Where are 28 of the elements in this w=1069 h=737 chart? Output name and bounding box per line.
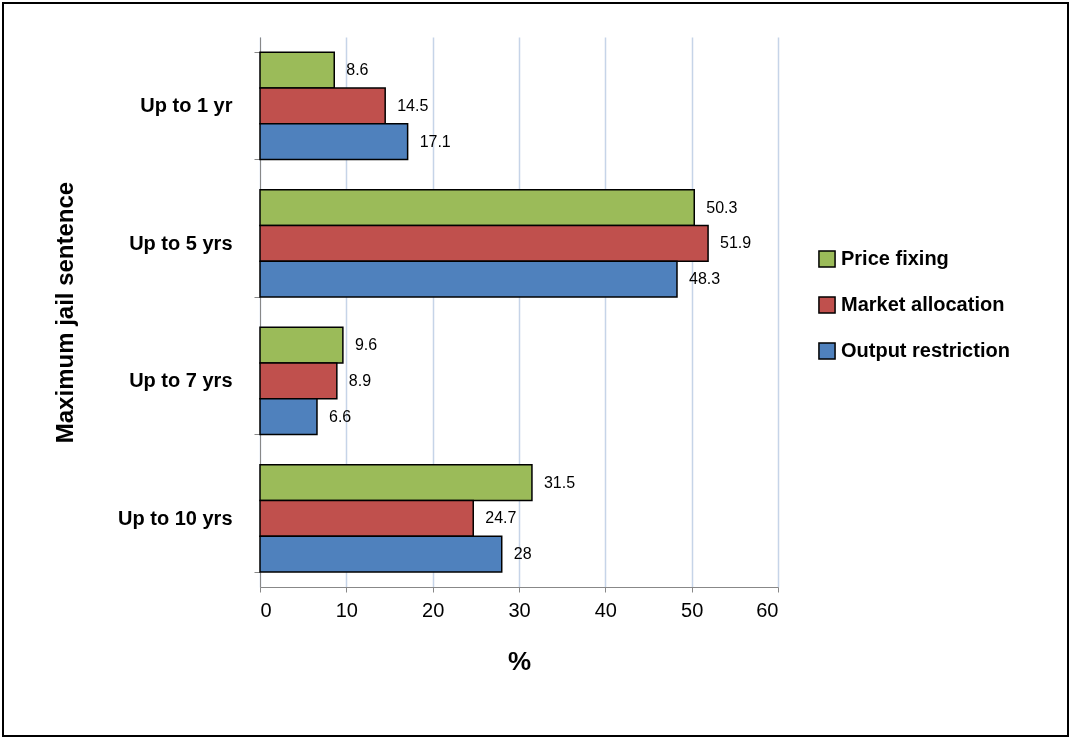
x-tick-label: 60 [756,598,779,621]
x-axis-title: % [507,645,532,676]
data-label: 48.3 [688,270,721,287]
x-tick-label: 50 [681,598,704,621]
data-label: 8.6 [346,61,369,78]
x-tick-label: 20 [422,598,445,621]
data-label: 28 [513,545,532,562]
data-label: 50.3 [706,198,738,216]
data-label: 51.9 [720,234,752,252]
data-label: 9.6 [354,336,378,353]
y-axis-title: Maximum jail sentence [51,181,79,444]
y-tick-label: Up to 7 yrs [129,369,233,392]
data-label: 14.5 [397,96,429,114]
legend-label: Price fixing [841,247,949,269]
data-label: 17.1 [419,132,451,150]
y-tick-label: Up to 10 yrs [118,506,233,529]
legend-label: Output restriction [841,339,1010,361]
data-label: 24.7 [485,509,517,527]
data-label: 8.9 [348,371,372,389]
x-tick-label: 10 [335,598,358,621]
legend-label: Market allocation [841,293,1005,315]
y-tick-label: Up to 5 yrs [129,231,233,254]
x-tick-label: 30 [508,598,531,621]
x-tick-label: 0 [260,598,272,621]
y-tick-label: Up to 1 yr [140,94,233,117]
data-label: 31.5 [543,473,576,491]
x-tick-label: 40 [594,598,617,621]
data-label: 6.6 [328,407,352,425]
